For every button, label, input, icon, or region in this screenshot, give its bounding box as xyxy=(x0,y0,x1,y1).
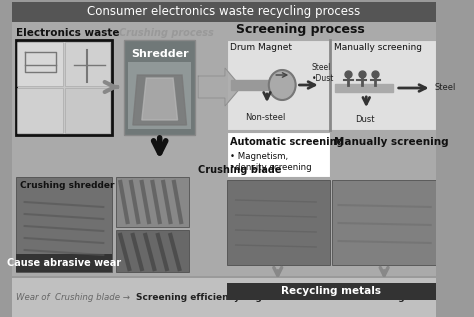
Polygon shape xyxy=(335,84,393,92)
FancyBboxPatch shape xyxy=(227,180,329,265)
FancyBboxPatch shape xyxy=(65,88,110,133)
Text: Steel
•Dust: Steel •Dust xyxy=(312,63,334,83)
Text: Wear of  Crushing blade →: Wear of Crushing blade → xyxy=(16,293,135,302)
Text: Dust: Dust xyxy=(356,115,375,125)
Text: Crushing blade: Crushing blade xyxy=(198,165,282,175)
Text: Automatic screening: Automatic screening xyxy=(230,137,344,147)
Text: Shredder: Shredder xyxy=(131,49,189,59)
Text: Recycling metals: Recycling metals xyxy=(282,286,382,296)
FancyBboxPatch shape xyxy=(12,278,436,317)
FancyBboxPatch shape xyxy=(227,283,436,300)
FancyBboxPatch shape xyxy=(116,230,189,272)
FancyBboxPatch shape xyxy=(116,177,189,227)
FancyBboxPatch shape xyxy=(332,180,436,265)
Text: Screening process: Screening process xyxy=(236,23,365,36)
Text: • Magnetism,
•density screening: • Magnetism, •density screening xyxy=(230,152,312,172)
Circle shape xyxy=(269,70,296,100)
FancyBboxPatch shape xyxy=(18,42,63,86)
FancyBboxPatch shape xyxy=(12,22,436,276)
Polygon shape xyxy=(231,80,281,90)
Text: Cause abrasive wear: Cause abrasive wear xyxy=(7,258,121,268)
FancyBboxPatch shape xyxy=(128,62,191,129)
Polygon shape xyxy=(198,68,241,106)
Text: Electronics waste: Electronics waste xyxy=(16,28,119,38)
FancyBboxPatch shape xyxy=(65,42,110,86)
Text: Consumer electronics waste recycling process: Consumer electronics waste recycling pro… xyxy=(87,5,361,18)
FancyBboxPatch shape xyxy=(227,40,329,130)
FancyBboxPatch shape xyxy=(330,40,436,130)
Text: Drum Magnet: Drum Magnet xyxy=(230,43,292,53)
Text: Non-steel: Non-steel xyxy=(245,113,285,121)
FancyBboxPatch shape xyxy=(227,132,329,177)
Text: Steel: Steel xyxy=(434,83,456,93)
FancyBboxPatch shape xyxy=(16,177,112,272)
Text: Manually screening: Manually screening xyxy=(334,137,449,147)
FancyBboxPatch shape xyxy=(18,88,63,133)
Text: Crushing process: Crushing process xyxy=(119,28,214,38)
Text: Crushing shredder: Crushing shredder xyxy=(20,180,115,190)
FancyBboxPatch shape xyxy=(16,40,112,135)
FancyBboxPatch shape xyxy=(12,2,436,22)
Polygon shape xyxy=(142,78,178,120)
Text: Screening efficiency degradation. Increased running costs: Screening efficiency degradation. Increa… xyxy=(136,293,434,302)
Text: Manually screening: Manually screening xyxy=(334,43,422,53)
Polygon shape xyxy=(133,75,186,125)
FancyBboxPatch shape xyxy=(124,40,195,135)
FancyBboxPatch shape xyxy=(16,254,112,272)
